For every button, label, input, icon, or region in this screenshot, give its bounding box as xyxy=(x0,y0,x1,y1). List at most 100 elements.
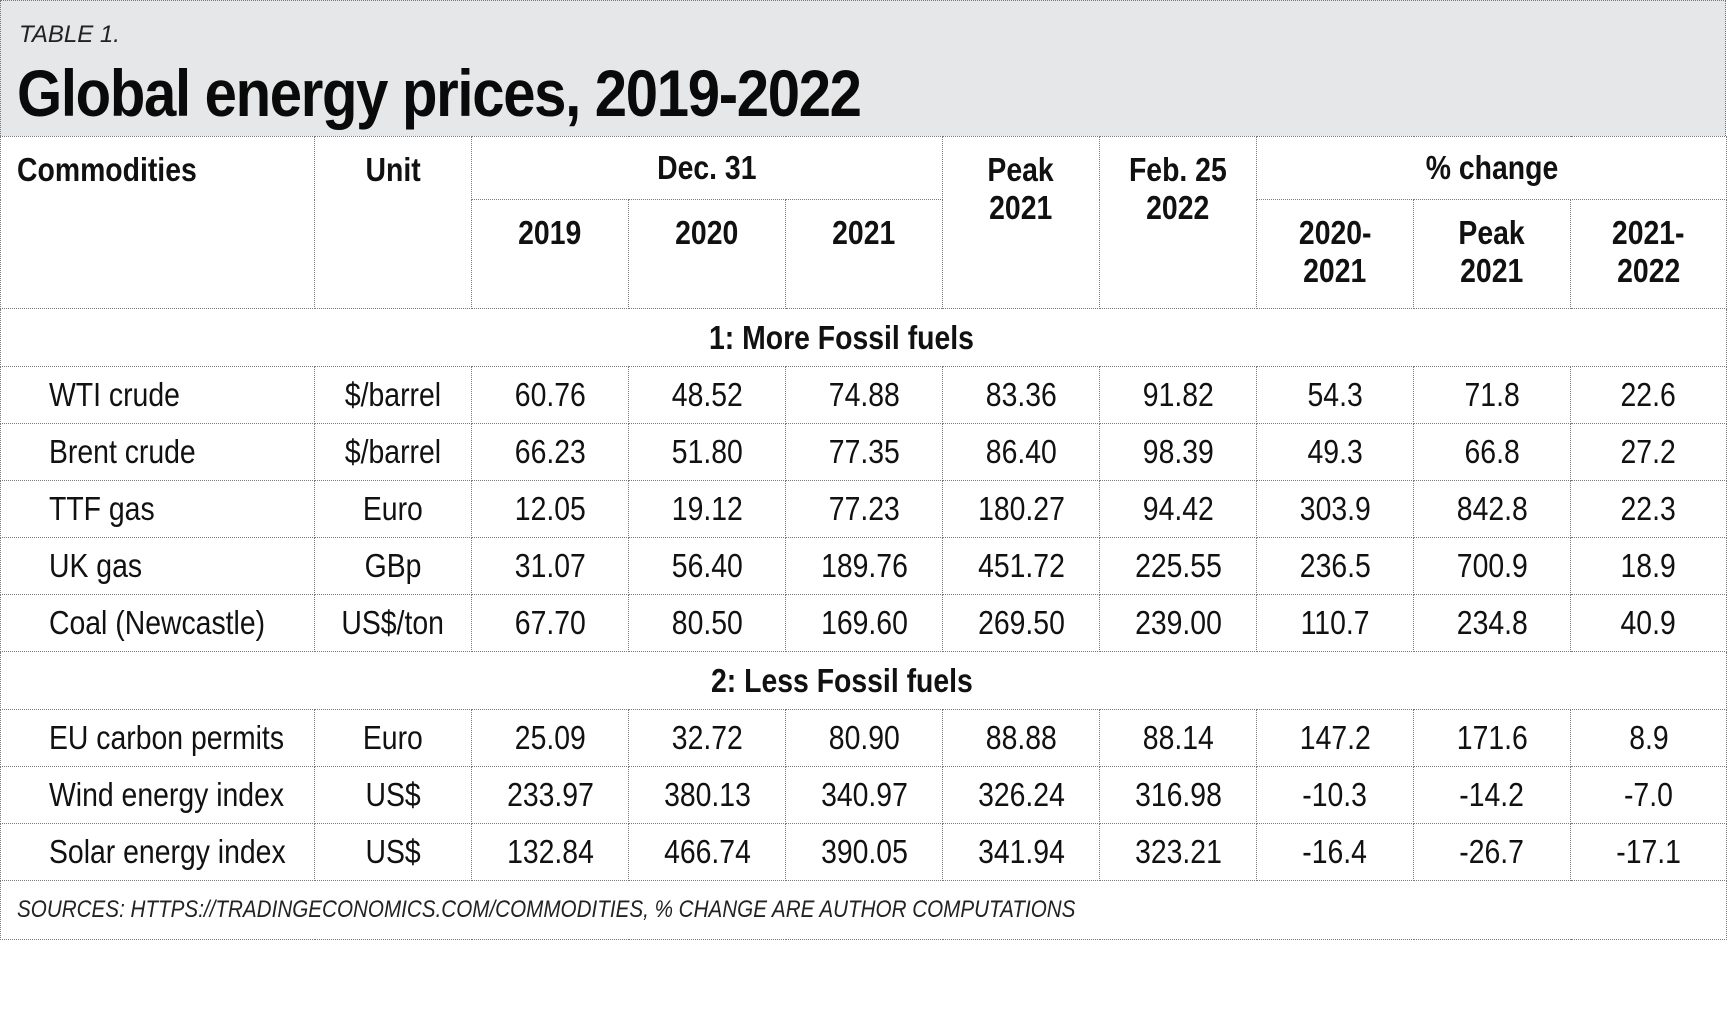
value-cell-peak2021: 326.24 xyxy=(942,766,1101,824)
value-cell-peak2021: 341.94 xyxy=(942,823,1101,881)
value-cell-feb2022: 316.98 xyxy=(1099,766,1258,824)
value-cell-pc-peak-2021: 171.6 xyxy=(1413,709,1572,767)
value-cell-v2019: 31.07 xyxy=(471,537,629,595)
value-cell-pc-2020-2021: 147.2 xyxy=(1256,709,1415,767)
value-cell-pc-peak-2021: 700.9 xyxy=(1413,537,1572,595)
value-cell-feb2022: 88.14 xyxy=(1099,709,1258,767)
header-unit: Unit xyxy=(314,136,472,309)
value-cell-pc-2020-2021: 54.3 xyxy=(1256,366,1415,424)
commodity-unit: US$ xyxy=(314,823,472,881)
value-cell-v2020: 51.80 xyxy=(628,423,786,481)
value-cell-pc-2020-2021: -10.3 xyxy=(1256,766,1415,824)
header-commodities: Commodities xyxy=(0,136,315,309)
header-pc-2021-2022: 2021- 2022 xyxy=(1570,199,1728,309)
table-title: Global energy prices, 2019-2022 xyxy=(17,56,862,130)
value-cell-v2020: 19.12 xyxy=(628,480,786,538)
value-cell-pc-2020-2021: 49.3 xyxy=(1256,423,1415,481)
value-cell-pc-2020-2021: 236.5 xyxy=(1256,537,1415,595)
value-cell-pc-2021-2022: 18.9 xyxy=(1570,537,1728,595)
commodity-name: WTI crude xyxy=(0,366,315,424)
value-cell-v2019: 25.09 xyxy=(471,709,629,767)
value-cell-pc-2021-2022: 22.6 xyxy=(1570,366,1728,424)
commodity-unit: Euro xyxy=(314,709,472,767)
value-cell-v2021: 80.90 xyxy=(784,709,944,767)
value-cell-pc-2020-2021: 303.9 xyxy=(1256,480,1415,538)
value-cell-pc-2021-2022: 27.2 xyxy=(1570,423,1728,481)
commodity-name: Solar energy index xyxy=(0,823,315,881)
value-cell-v2021: 74.88 xyxy=(784,366,944,424)
value-cell-pc-2021-2022: 22.3 xyxy=(1570,480,1728,538)
value-cell-peak2021: 86.40 xyxy=(942,423,1101,481)
value-cell-v2019: 132.84 xyxy=(471,823,629,881)
value-cell-v2021: 169.60 xyxy=(784,594,944,652)
table-header-band: TABLE 1. Global energy prices, 2019-2022 xyxy=(0,0,1726,136)
commodity-unit: US$/ton xyxy=(314,594,472,652)
header-2021: 2021 xyxy=(784,199,944,309)
value-cell-pc-2021-2022: 40.9 xyxy=(1570,594,1728,652)
value-cell-v2019: 66.23 xyxy=(471,423,629,481)
section-title: 1: More Fossil fuels xyxy=(0,308,1728,367)
value-cell-peak2021: 451.72 xyxy=(942,537,1101,595)
section-header-row: 2: Less Fossil fuels xyxy=(0,651,1728,710)
value-cell-peak2021: 269.50 xyxy=(942,594,1101,652)
commodity-name: Wind energy index xyxy=(0,766,315,824)
table-row: Brent crude $/barrel 66.23 51.80 77.35 86.40 9… xyxy=(0,423,1728,481)
commodity-unit: US$ xyxy=(314,766,472,824)
table-row: Coal (Newcastle) US$/ton 67.70 80.50 169.60 2… xyxy=(0,594,1728,652)
commodity-unit: $/barrel xyxy=(314,366,472,424)
value-cell-peak2021: 180.27 xyxy=(942,480,1101,538)
header-2020: 2020 xyxy=(628,199,786,309)
header-peak-2021: Peak 2021 xyxy=(942,136,1101,309)
table-row: Wind energy index US$ 233.97 380.13 340.97 32… xyxy=(0,766,1728,824)
value-cell-pc-2020-2021: 110.7 xyxy=(1256,594,1415,652)
commodity-name: Coal (Newcastle) xyxy=(0,594,315,652)
value-cell-v2020: 380.13 xyxy=(628,766,786,824)
value-cell-pc-2021-2022: 8.9 xyxy=(1570,709,1728,767)
commodity-name: Brent crude xyxy=(0,423,315,481)
value-cell-v2019: 67.70 xyxy=(471,594,629,652)
value-cell-v2019: 60.76 xyxy=(471,366,629,424)
value-cell-v2020: 56.40 xyxy=(628,537,786,595)
table-row: Solar energy index US$ 132.84 466.74 390.05 3… xyxy=(0,823,1728,881)
value-cell-feb2022: 98.39 xyxy=(1099,423,1258,481)
table-row: EU carbon permits Euro 25.09 32.72 80.90 88.8… xyxy=(0,709,1728,767)
table-row: WTI crude $/barrel 60.76 48.52 74.88 83.36 91.… xyxy=(0,366,1728,424)
value-cell-peak2021: 83.36 xyxy=(942,366,1101,424)
section-header-row: 1: More Fossil fuels xyxy=(0,308,1728,367)
header-pct-change: % change xyxy=(1256,136,1728,200)
header-row-1: Commodities Unit Dec. 31 Peak 2021 Feb. … xyxy=(0,136,1728,309)
value-cell-feb2022: 225.55 xyxy=(1099,537,1258,595)
value-cell-pc-2021-2022: -17.1 xyxy=(1570,823,1728,881)
commodity-name: UK gas xyxy=(0,537,315,595)
value-cell-pc-peak-2021: 842.8 xyxy=(1413,480,1572,538)
table-row: UK gas GBp 31.07 56.40 189.76 451.72 225.55 236… xyxy=(0,537,1728,595)
value-cell-pc-2021-2022: -7.0 xyxy=(1570,766,1728,824)
value-cell-v2020: 80.50 xyxy=(628,594,786,652)
header-feb-25-2022: Feb. 25 2022 xyxy=(1099,136,1258,309)
value-cell-v2020: 48.52 xyxy=(628,366,786,424)
commodity-name: TTF gas xyxy=(0,480,315,538)
commodity-unit: Euro xyxy=(314,480,472,538)
value-cell-pc-peak-2021: -14.2 xyxy=(1413,766,1572,824)
value-cell-pc-2020-2021: -16.4 xyxy=(1256,823,1415,881)
value-cell-peak2021: 88.88 xyxy=(942,709,1101,767)
section-title: 2: Less Fossil fuels xyxy=(0,651,1728,710)
table-row: TTF gas Euro 12.05 19.12 77.23 180.27 94.42 303… xyxy=(0,480,1728,538)
value-cell-feb2022: 239.00 xyxy=(1099,594,1258,652)
commodity-unit: GBp xyxy=(314,537,472,595)
value-cell-pc-peak-2021: 71.8 xyxy=(1413,366,1572,424)
table-label: TABLE 1. xyxy=(19,21,120,48)
value-cell-v2021: 189.76 xyxy=(784,537,944,595)
value-cell-pc-peak-2021: -26.7 xyxy=(1413,823,1572,881)
source-row: SOURCES: HTTPS://TRADINGECONOMICS.COM/CO… xyxy=(0,880,1728,940)
value-cell-v2021: 340.97 xyxy=(784,766,944,824)
value-cell-v2021: 390.05 xyxy=(784,823,944,881)
header-pc-peak-2021: Peak 2021 xyxy=(1413,199,1572,309)
header-2019: 2019 xyxy=(471,199,629,309)
header-pc-2020-2021: 2020- 2021 xyxy=(1256,199,1415,309)
value-cell-feb2022: 91.82 xyxy=(1099,366,1258,424)
value-cell-v2019: 233.97 xyxy=(471,766,629,824)
header-dec31: Dec. 31 xyxy=(470,136,944,200)
table-body: 1: More Fossil fuels WTI crude $/barrel 60.… xyxy=(0,308,1728,881)
value-cell-v2020: 466.74 xyxy=(628,823,786,881)
